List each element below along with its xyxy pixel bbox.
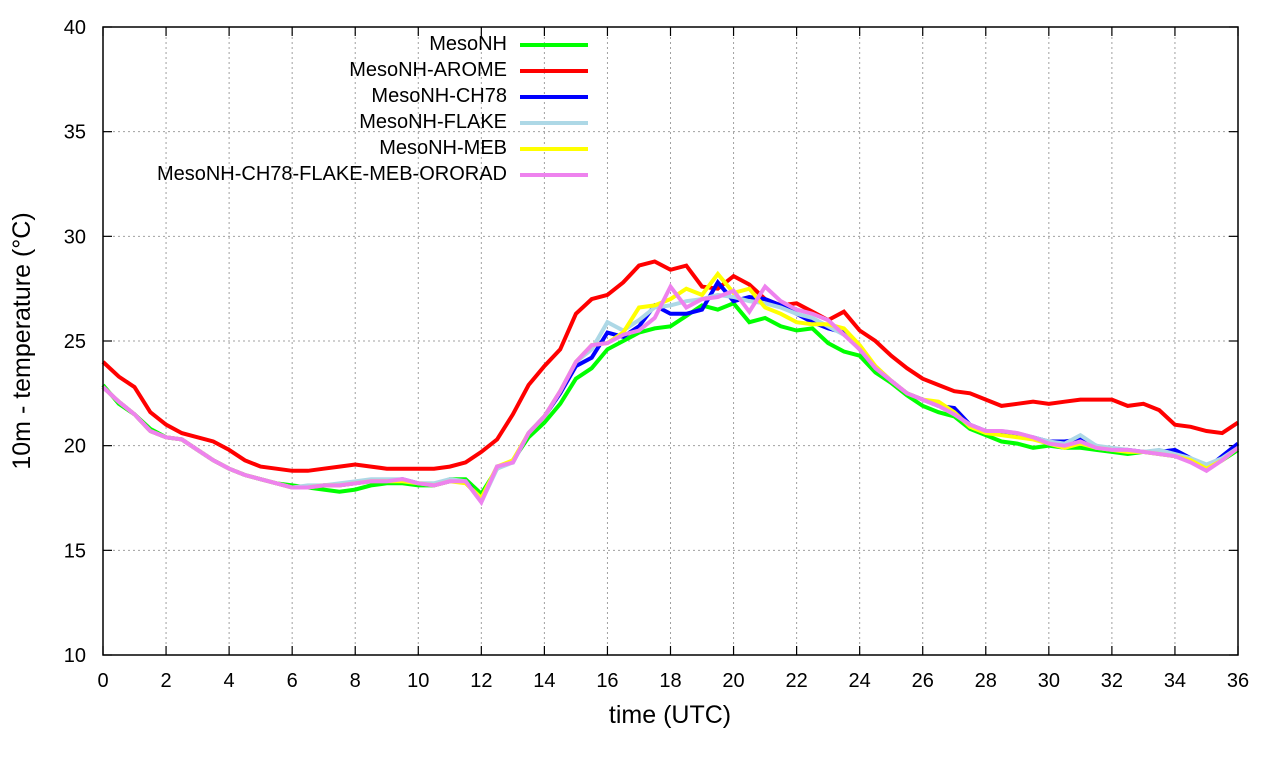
x-axis-label: time (UTC) xyxy=(609,701,731,729)
y-tick-label: 25 xyxy=(64,331,86,353)
legend: MesoNH MesoNH-AROME MesoNH-CH78 MesoNH-FLAK… xyxy=(157,33,588,185)
x-tick-label: 0 xyxy=(97,670,108,692)
x-tick-label: 28 xyxy=(975,670,997,692)
series-line-mesonh-arome xyxy=(101,259,1240,473)
series-line-mesonh-ch78-flake-meb-ororad xyxy=(101,282,1240,507)
x-tick-label: 30 xyxy=(1038,670,1060,692)
legend-label: MesoNH xyxy=(429,33,507,55)
x-tick-label: 26 xyxy=(912,670,934,692)
x-tick-label: 2 xyxy=(160,670,171,692)
legend-label: MesoNH-CH78-FLAKE-MEB-ORORAD xyxy=(157,163,507,185)
x-tick-label: 32 xyxy=(1101,670,1123,692)
x-tick-label: 8 xyxy=(350,670,361,692)
x-tick-label: 20 xyxy=(722,670,744,692)
x-tick-label: 12 xyxy=(470,670,492,692)
legend-label: MesoNH-MEB xyxy=(379,137,507,159)
x-tick-label: 22 xyxy=(785,670,807,692)
x-tick-label: 18 xyxy=(659,670,681,692)
y-axis-label: 10m - temperature (°C) xyxy=(8,212,36,469)
x-tick-label: 36 xyxy=(1227,670,1249,692)
plot-border xyxy=(102,26,1239,656)
legend-label: MesoNH-CH78 xyxy=(371,85,507,107)
grid xyxy=(103,27,1238,655)
y-tick-label: 35 xyxy=(64,122,86,144)
legend-label: MesoNH-FLAKE xyxy=(359,111,507,133)
x-tick-label: 24 xyxy=(849,670,871,692)
series-lines xyxy=(101,259,1240,507)
y-tick-label: 15 xyxy=(64,540,86,562)
y-tick-label: 30 xyxy=(64,226,86,248)
y-tick-label: 20 xyxy=(64,436,86,458)
x-tick-label: 4 xyxy=(224,670,235,692)
y-tick-label: 10 xyxy=(64,645,86,667)
legend-label: MesoNH-AROME xyxy=(349,59,507,81)
x-tick-label: 14 xyxy=(533,670,555,692)
x-tick-label: 10 xyxy=(407,670,429,692)
y-tick-label: 40 xyxy=(64,17,86,39)
x-tick-label: 6 xyxy=(287,670,298,692)
axis-ticks: 0 2 4 6 8 10 12 14 16 18 20 22 24 26 28 30 32 34 361015202… xyxy=(64,17,1249,692)
x-tick-label: 34 xyxy=(1164,670,1186,692)
series-line-mesonh xyxy=(101,300,1240,497)
x-tick-label: 16 xyxy=(596,670,618,692)
